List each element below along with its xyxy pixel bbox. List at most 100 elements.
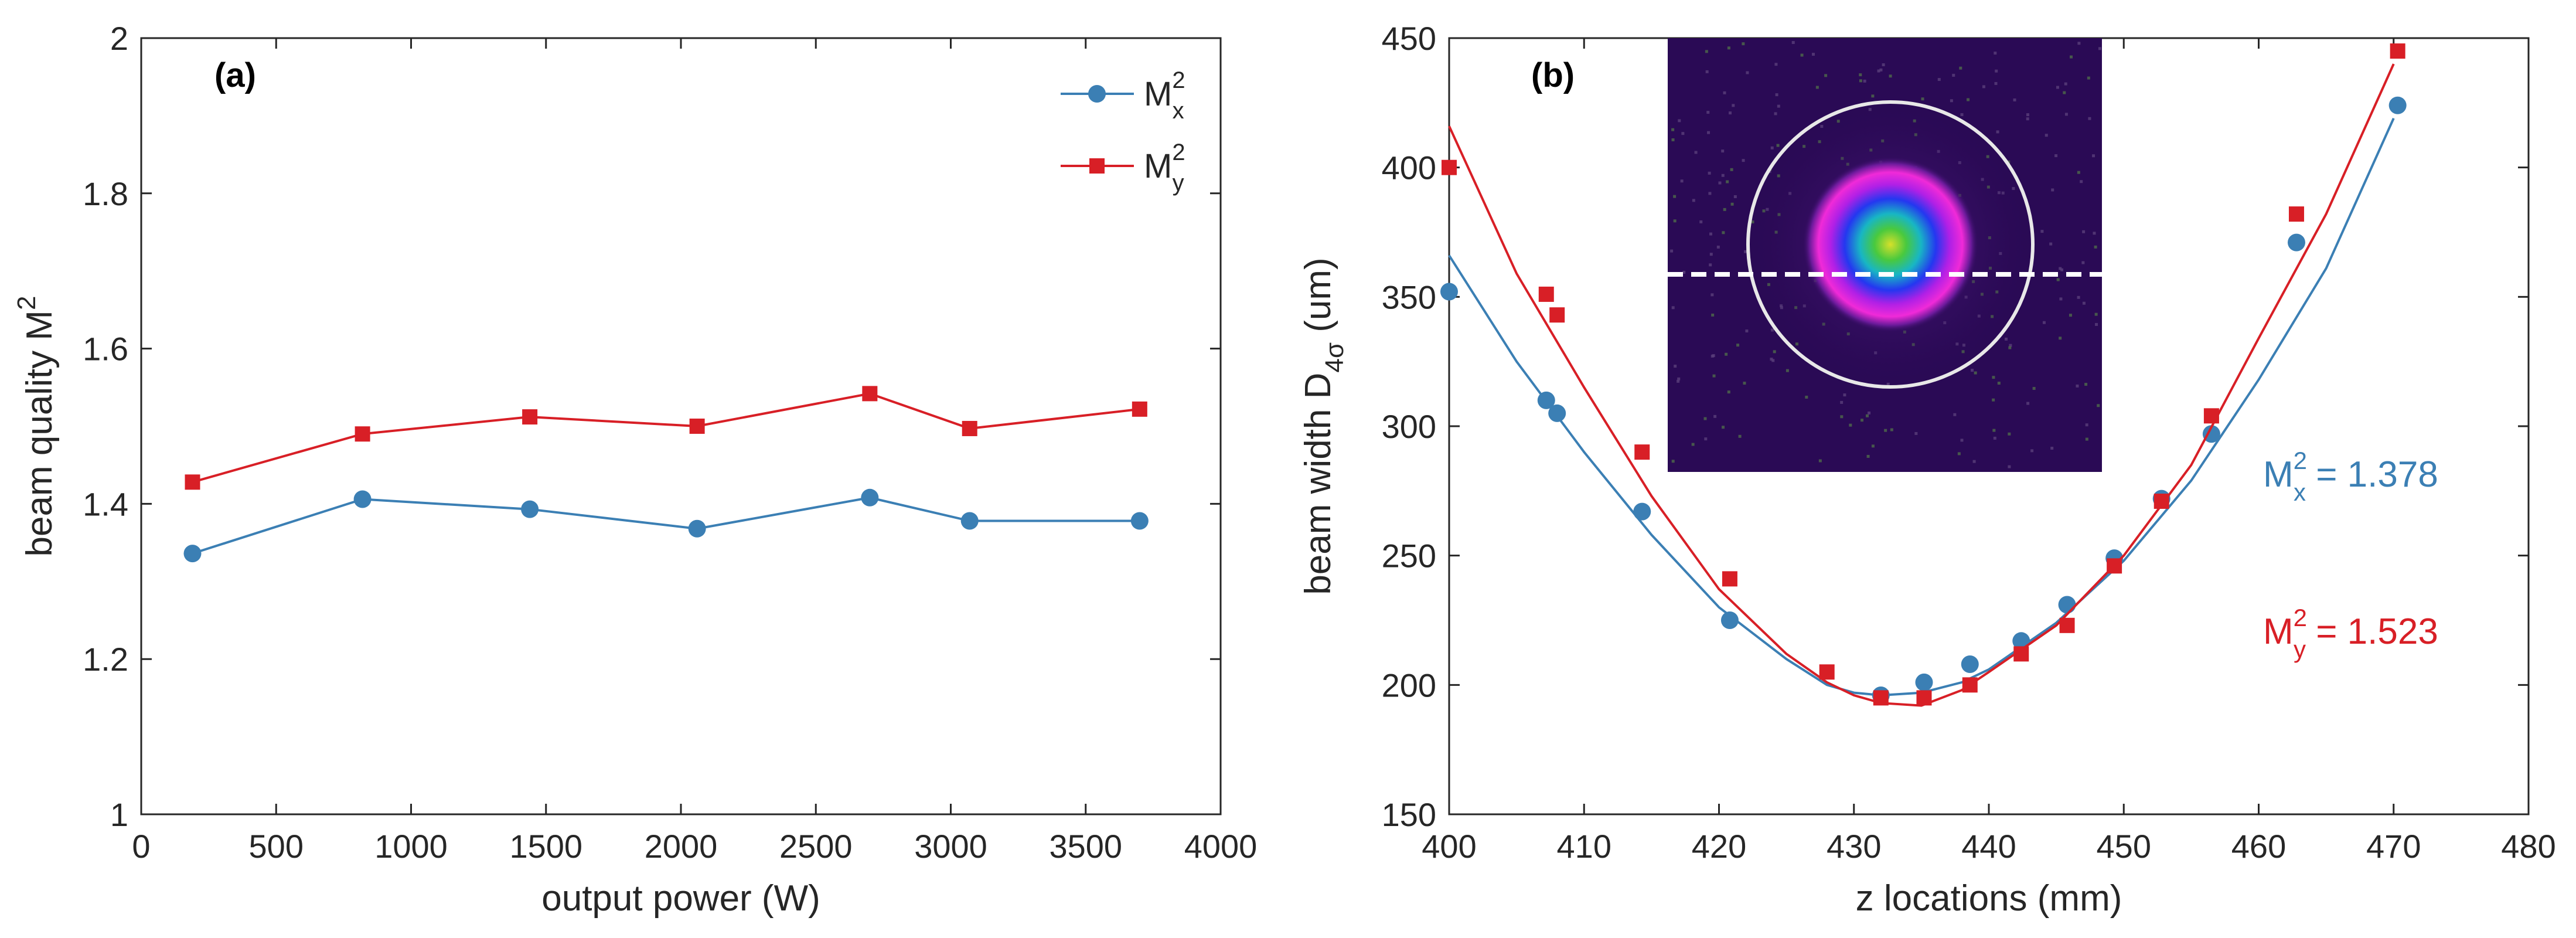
inset-noise-dot [1706, 111, 1710, 114]
inset-noise-dot [1680, 179, 1684, 183]
inset-noise-dot [2005, 337, 2008, 341]
inset-noise-dot [1707, 131, 1710, 134]
inset-noise-dot [1771, 328, 1774, 332]
inset-noise-dot [1818, 459, 1822, 463]
inset-noise-dot [1840, 400, 1844, 404]
inset-noise-dot [1773, 350, 1776, 354]
inset-noise-dot [1713, 414, 1717, 418]
panel-a-ylabel-sup: 2 [12, 296, 41, 310]
inset-noise-dot [1705, 50, 1708, 53]
panel-b-xtick-label: 460 [2231, 828, 2286, 865]
inset-noise-dot [1960, 113, 1964, 117]
inset-noise-dot [2077, 295, 2080, 299]
panel-b-ytick-label: 450 [1382, 20, 1436, 57]
inset-noise-dot [2013, 98, 2016, 101]
inset-noise-dot [1770, 146, 1774, 149]
inset-noise-dot [1771, 359, 1775, 362]
inset-noise-dot [1677, 379, 1680, 383]
inset-noise-dot [1921, 97, 1924, 101]
panel-b-ytick-label: 400 [1382, 149, 1436, 186]
panel-b-ytick-label: 350 [1382, 278, 1436, 315]
panel-b-series-my-point [2154, 493, 2169, 509]
panel-b-series-my-point [2390, 43, 2405, 59]
panel-b-series [1440, 43, 2407, 707]
panel-b-series-mx-point [2058, 596, 2076, 614]
inset-noise-dot [2056, 278, 2060, 281]
panel-b-xlabel: z locations (mm) [1856, 878, 2122, 919]
inset-noise-dot [1722, 426, 1725, 429]
inset-noise-dot [2080, 180, 2083, 183]
inset-noise-dot [2008, 346, 2012, 349]
legend-mx-text: M [1144, 75, 1172, 113]
inset-noise-dot [2059, 297, 2063, 301]
panel-a-ytick-label: 2 [110, 20, 128, 57]
inset-noise-dot [2049, 242, 2053, 246]
inset-noise-dot [1730, 168, 1733, 171]
inset-noise-dot [1709, 253, 1713, 256]
panel-b-ticks: 400 410 420 430 440 450 460 470 480 150 200 250 300 3… [1382, 20, 2556, 865]
panel-a-series-my-point [962, 420, 977, 436]
panel-a-label: (a) [214, 56, 256, 94]
annotation-my-sup: 2 [2294, 604, 2307, 631]
panel-a-ytick-label: 1.4 [83, 485, 128, 522]
inset-noise-dot [1722, 231, 1725, 235]
inset-noise-dot [2051, 188, 2054, 192]
inset-noise-dot [1811, 53, 1815, 56]
annotation-mx: M2 x = 1.378 [2263, 447, 2438, 506]
panel-b-ylabel-unit: (um) [1298, 257, 1338, 342]
aperture-circle [1746, 100, 2035, 389]
panel-b-series-my-point [1916, 690, 1932, 706]
inset-noise-dot [1960, 439, 1964, 442]
inset-noise-dot [1677, 377, 1681, 380]
inset-noise-dot [1721, 174, 1725, 177]
panel-a: 0 500 1000 1500 2000 2500 3000 3500 4000 1 1.2 1.4 1… [12, 20, 1257, 919]
panel-b-series-my-point [1873, 690, 1889, 706]
inset-noise-dot [1890, 428, 1893, 431]
inset-noise-dot [1997, 382, 2001, 385]
panel-b-xtick-label: 420 [1692, 828, 1746, 865]
inset-noise-dot [1815, 86, 1819, 89]
inset-noise-dot [2030, 449, 2034, 453]
inset-noise-dot [1678, 119, 1681, 123]
inset-noise-dot [1711, 313, 1715, 317]
panel-b-series-my-point [1549, 307, 1565, 323]
inset-noise-dot [1744, 250, 1747, 253]
inset-noise-dot [2059, 337, 2062, 340]
annotation-my-sub: y [2294, 635, 2306, 663]
inset-noise-dot [1879, 68, 1883, 72]
legend-mx-sub: x [1173, 98, 1184, 124]
inset-noise-dot [1993, 436, 1996, 440]
inset-noise-dot [1952, 73, 1955, 77]
inset-noise-dot [1709, 232, 1712, 236]
legend-mx-label: M2 x [1144, 67, 1185, 124]
inset-noise-dot [1738, 434, 1742, 438]
inset-noise-dot [1995, 69, 1998, 73]
panel-b-series-mx-point [1537, 391, 1555, 409]
panel-b-series-my-point [2013, 646, 2029, 662]
panel-b-series-my-point [1819, 664, 1835, 680]
panel-a-ytick-label: 1 [110, 796, 128, 833]
inset-noise-dot [1703, 417, 1707, 420]
inset-noise-dot [1882, 63, 1885, 66]
inset-noise-dot [1863, 79, 1866, 83]
inset-noise-dot [2064, 113, 2068, 116]
inset-noise-dot [1994, 52, 1997, 55]
inset-noise-dot [1712, 374, 1716, 378]
panel-a-ytick-label: 1.8 [83, 175, 128, 212]
panel-b-xtick-label: 440 [1961, 828, 2016, 865]
panel-b-ylabel: beam width D4σ (um) [1298, 257, 1349, 594]
inset-noise-dot [2077, 42, 2081, 45]
inset-noise-dot [2045, 134, 2048, 137]
inset-noise-dot [1786, 369, 1789, 372]
panel-a-ticks: 0 500 1000 1500 2000 2500 3000 3500 4000 1 1.2 1.4 1… [83, 20, 1257, 865]
inset-noise-dot [1777, 104, 1780, 108]
inset-noise-dot [1868, 411, 1871, 414]
inset-noise-dot [1671, 460, 1675, 463]
inset-noise-dot [1736, 344, 1740, 347]
inset-noise-dot [1770, 358, 1773, 361]
inset-noise-dot [1861, 419, 1864, 422]
panel-a-xtick-label: 1500 [509, 828, 582, 865]
inset-noise-dot [1914, 431, 1918, 435]
panel-a-xtick-label: 3000 [914, 828, 987, 865]
inset-noise-dot [2056, 86, 2059, 89]
